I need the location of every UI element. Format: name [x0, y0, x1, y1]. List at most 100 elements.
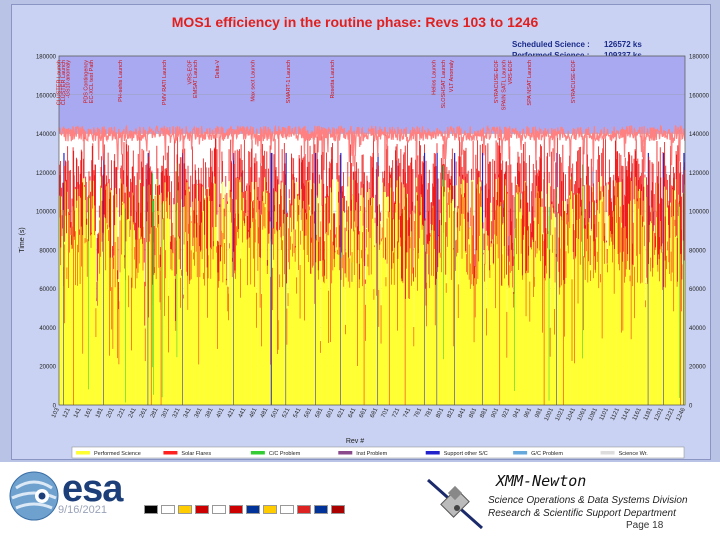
bar-flare [384, 170, 385, 187]
bar-performed [186, 182, 188, 405]
bar-flare [76, 159, 78, 201]
bar-flare [107, 152, 109, 184]
bar-performed [583, 228, 585, 405]
bar-performed [118, 309, 119, 405]
bar-flare [283, 143, 285, 215]
bar-performed [62, 209, 64, 405]
bar-flare [157, 168, 159, 211]
legend-swatch [163, 451, 178, 455]
bar-performed [648, 263, 650, 405]
bar-performed [421, 229, 423, 405]
bar-flare [607, 264, 609, 273]
bar-flare [251, 148, 252, 202]
bar-flare [215, 138, 217, 228]
bar-performed [368, 275, 370, 405]
bar-flare [570, 179, 571, 200]
bar-flare [508, 265, 510, 288]
bar-flare [148, 150, 150, 185]
bar-performed [304, 320, 305, 405]
bar-performed [576, 238, 577, 405]
bar-flare [325, 203, 327, 234]
event-label: SPA NSAT Launch [527, 60, 533, 106]
y-tick-label-right: 20000 [689, 365, 706, 371]
bar-performed [89, 198, 90, 405]
bar-flare [536, 173, 538, 254]
bar-performed [236, 245, 238, 405]
bar-flare [614, 140, 616, 206]
x-tick-label: 781 [425, 407, 435, 419]
bar-performed [117, 358, 118, 405]
bar-flare [437, 178, 439, 268]
bar-performed [372, 196, 374, 405]
bar-flare [568, 155, 570, 196]
bar-flare [544, 239, 546, 279]
bar-performed [535, 197, 537, 405]
bar-performed [572, 208, 574, 405]
bar-inst-problem [507, 236, 509, 256]
bar-performed [654, 254, 656, 405]
bar-performed [553, 213, 555, 405]
bar-flare [247, 215, 249, 286]
bar-flare [385, 277, 387, 287]
bar-flare [603, 185, 605, 242]
bar-flare [535, 240, 536, 258]
legend-swatch [76, 451, 90, 455]
bar-flare [479, 193, 481, 236]
bar-flare [554, 308, 556, 335]
x-tick-label: 641 [348, 407, 358, 419]
bar-flare [473, 215, 475, 286]
bar-performed [360, 195, 362, 405]
bar-performed [431, 275, 432, 405]
bar-performed [279, 287, 281, 405]
bar-performed [165, 201, 167, 405]
bar-performed [487, 235, 489, 405]
bar-performed [79, 234, 81, 405]
bar-flare [78, 166, 79, 253]
bar-flare [641, 173, 643, 191]
bar-flare [642, 145, 644, 201]
bar-flare [184, 148, 186, 207]
bar-performed [236, 178, 238, 405]
bar-flare [542, 240, 544, 257]
bar-flare [168, 295, 170, 353]
bar-performed [322, 276, 324, 405]
bar-flare [154, 195, 156, 256]
bar-flare [642, 216, 644, 227]
bar-performed [438, 253, 440, 405]
bar-flare [447, 173, 449, 188]
bar-performed [110, 190, 112, 405]
bar-performed [564, 283, 566, 405]
bar-performed [666, 207, 668, 405]
bar-flare [124, 192, 126, 258]
bar-performed [91, 196, 93, 405]
bar-performed [149, 233, 151, 405]
bar-performed [249, 228, 251, 405]
bar-flare [624, 157, 626, 227]
bar-performed [114, 287, 116, 405]
bar-flare [331, 159, 333, 284]
bar-flare [194, 164, 196, 224]
bar-flare [421, 161, 423, 230]
bar-flare [425, 251, 426, 289]
bar-flare [106, 175, 107, 187]
bar-flare [589, 235, 591, 266]
bar-performed [364, 265, 366, 405]
bar-flare [490, 241, 492, 247]
bar-performed [149, 241, 151, 405]
bar-flare [342, 191, 344, 198]
bar-performed [478, 177, 480, 405]
bar-flare [420, 145, 422, 215]
bar-performed [659, 281, 661, 405]
bar-performed [213, 176, 215, 405]
bar-flare [497, 174, 499, 259]
bar-flare [409, 165, 411, 300]
bar-performed [316, 240, 318, 405]
bar-flare [456, 212, 458, 228]
bar-performed [566, 214, 568, 405]
bar-flare [478, 170, 480, 262]
bar-performed [334, 252, 336, 405]
bar-performed [597, 210, 599, 405]
bar-performed [497, 205, 499, 405]
xmm-satellite-icon [427, 478, 483, 530]
bar-performed [374, 247, 376, 405]
